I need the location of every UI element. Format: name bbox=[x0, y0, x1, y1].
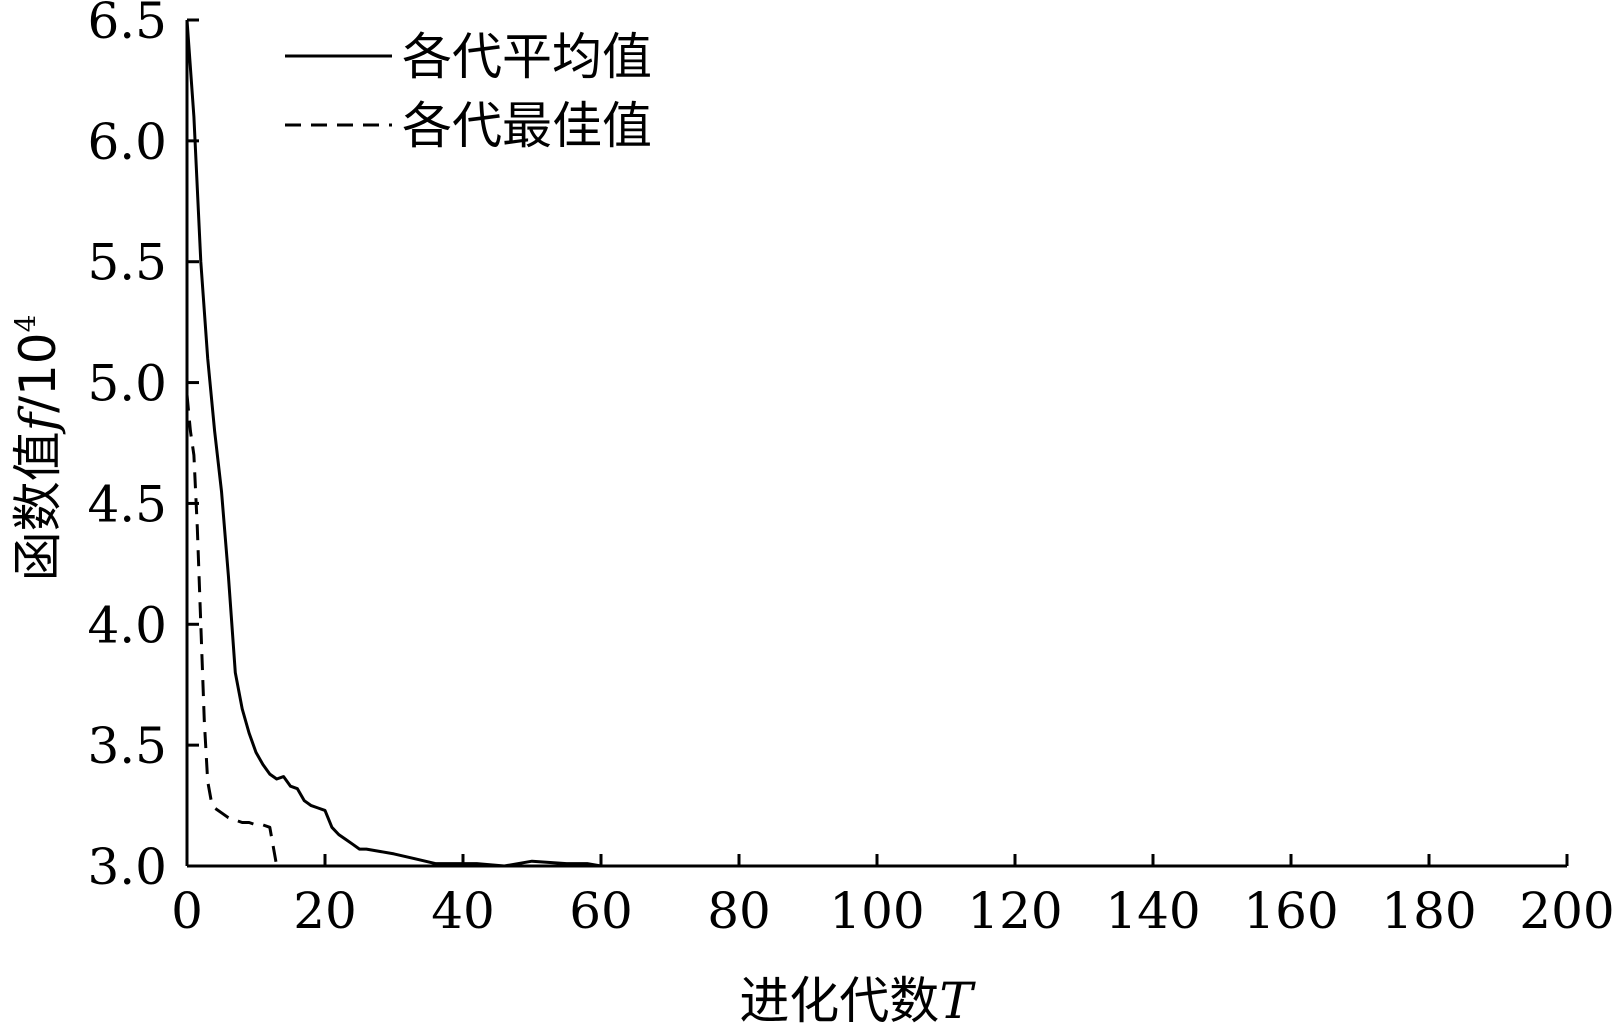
x-tick-label: 100 bbox=[829, 882, 924, 940]
y-tick-label: 6.0 bbox=[87, 113, 167, 171]
y-tick-label: 3.0 bbox=[87, 838, 167, 896]
y-tick-label: 4.5 bbox=[87, 475, 167, 533]
x-axis-title-text: 进化代数 bbox=[739, 972, 939, 1030]
y-tick-label: 5.5 bbox=[87, 234, 167, 292]
x-tick-label: 200 bbox=[1519, 882, 1614, 940]
x-ticks: 0 20 40 60 80 100 120 140 160 180 200 bbox=[171, 854, 1614, 940]
y-tick-label: 6.5 bbox=[87, 0, 167, 50]
x-axis-title-variable: T bbox=[939, 972, 976, 1030]
y-tick-label: 4.0 bbox=[87, 596, 167, 654]
y-axis-title-unit: /10 bbox=[9, 332, 67, 412]
y-axis-title-exponent: 4 bbox=[9, 315, 42, 333]
x-tick-label: 0 bbox=[171, 882, 203, 940]
axes bbox=[185, 20, 1567, 868]
legend-label-best: 各代最佳值 bbox=[402, 97, 652, 155]
y-axis-title: 函数值f/104 bbox=[9, 315, 67, 582]
y-ticks: 3.0 3.5 4.0 4.5 5.0 5.5 6.0 6.5 bbox=[87, 0, 199, 896]
x-tick-label: 180 bbox=[1381, 882, 1476, 940]
x-axis-title: 进化代数T bbox=[739, 972, 976, 1030]
x-tick-label: 160 bbox=[1243, 882, 1338, 940]
legend-label-average: 各代平均值 bbox=[402, 28, 652, 86]
x-tick-label: 60 bbox=[569, 882, 633, 940]
x-tick-label: 80 bbox=[707, 882, 771, 940]
series-line-best bbox=[185, 394, 1567, 868]
x-tick-label: 120 bbox=[967, 882, 1062, 940]
y-tick-label: 5.0 bbox=[87, 355, 167, 413]
y-tick-label: 3.5 bbox=[87, 717, 167, 775]
series-lines bbox=[185, 19, 1567, 868]
legend: 各代平均值 各代最佳值 bbox=[285, 28, 652, 155]
x-tick-label: 40 bbox=[431, 882, 495, 940]
x-tick-label: 140 bbox=[1105, 882, 1200, 940]
x-tick-label: 20 bbox=[293, 882, 357, 940]
y-axis-title-text: 函数值 bbox=[9, 431, 67, 581]
series-line-average bbox=[185, 19, 1567, 868]
